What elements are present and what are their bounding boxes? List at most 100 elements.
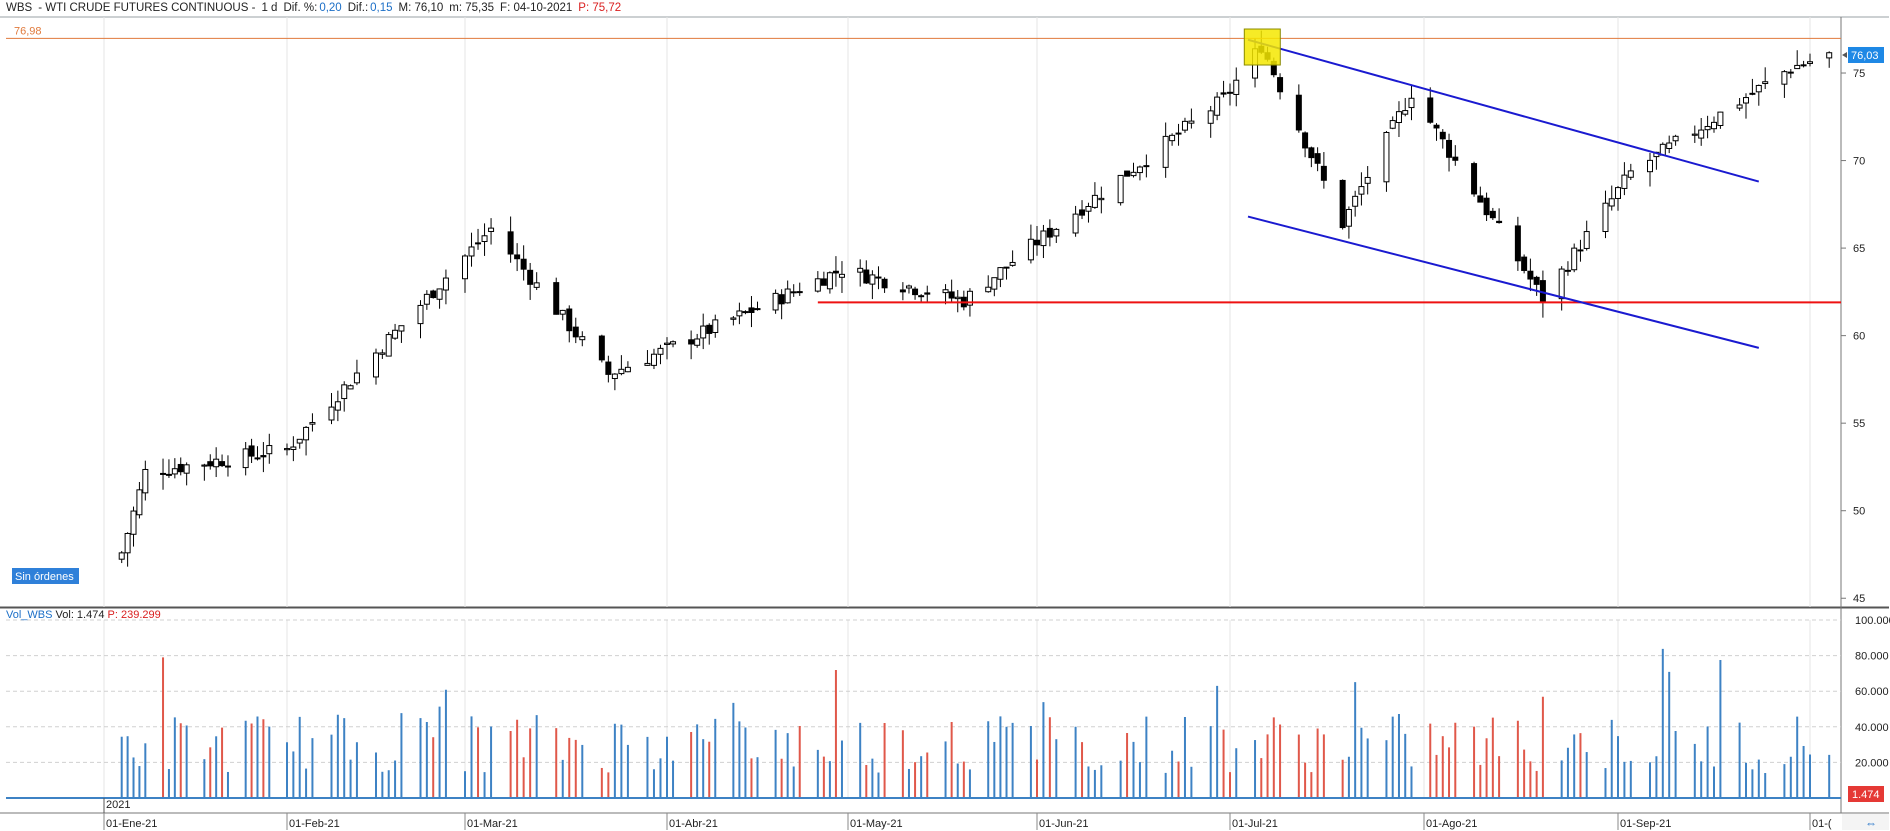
candle[interactable] bbox=[670, 340, 677, 348]
candle[interactable] bbox=[1358, 172, 1365, 206]
candle[interactable] bbox=[1787, 69, 1794, 79]
candle[interactable] bbox=[296, 438, 303, 449]
candle[interactable] bbox=[832, 256, 839, 287]
candle[interactable] bbox=[1477, 186, 1484, 203]
candle[interactable] bbox=[1527, 258, 1534, 292]
candle[interactable] bbox=[1736, 98, 1743, 111]
candle[interactable] bbox=[520, 245, 527, 281]
candle[interactable] bbox=[1489, 207, 1496, 220]
candle[interactable] bbox=[130, 506, 137, 547]
candle[interactable] bbox=[309, 413, 316, 432]
candle[interactable] bbox=[1053, 227, 1060, 243]
candle[interactable] bbox=[814, 271, 821, 293]
candle[interactable] bbox=[1181, 117, 1188, 133]
candle[interactable] bbox=[618, 355, 625, 376]
candle[interactable] bbox=[1207, 105, 1214, 138]
candle[interactable] bbox=[611, 373, 618, 391]
candle[interactable] bbox=[142, 460, 149, 501]
candle[interactable] bbox=[644, 350, 651, 366]
candle[interactable] bbox=[881, 277, 888, 293]
candle[interactable] bbox=[1621, 162, 1628, 196]
candle[interactable] bbox=[1345, 206, 1352, 239]
candle[interactable] bbox=[1807, 53, 1813, 67]
candle[interactable] bbox=[373, 348, 379, 385]
candle[interactable] bbox=[533, 272, 540, 291]
candle[interactable] bbox=[748, 296, 755, 328]
candle[interactable] bbox=[1143, 154, 1150, 178]
candle[interactable] bbox=[1091, 182, 1098, 209]
candle[interactable] bbox=[303, 425, 310, 456]
candle[interactable] bbox=[1027, 224, 1034, 264]
candle[interactable] bbox=[1130, 162, 1137, 178]
candle[interactable] bbox=[1003, 266, 1010, 280]
candle[interactable] bbox=[778, 289, 785, 320]
candle[interactable] bbox=[688, 330, 695, 360]
candle[interactable] bbox=[1072, 205, 1079, 237]
candle[interactable] bbox=[657, 344, 664, 365]
candle[interactable] bbox=[997, 267, 1004, 288]
candle[interactable] bbox=[1308, 146, 1315, 168]
candle[interactable] bbox=[1233, 67, 1240, 107]
candle[interactable] bbox=[579, 331, 586, 347]
candle[interactable] bbox=[1295, 84, 1302, 133]
candle[interactable] bbox=[1383, 130, 1390, 192]
candle[interactable] bbox=[183, 462, 190, 486]
candle[interactable] bbox=[423, 290, 430, 310]
candle[interactable] bbox=[1085, 202, 1092, 223]
candle[interactable] bbox=[1227, 83, 1233, 106]
candle[interactable] bbox=[442, 269, 449, 305]
candle[interactable] bbox=[328, 392, 335, 425]
candle[interactable] bbox=[1564, 261, 1571, 276]
candle[interactable] bbox=[1220, 80, 1227, 98]
candle[interactable] bbox=[1749, 78, 1756, 96]
channel-upper-line[interactable] bbox=[1247, 38, 1760, 183]
candle[interactable] bbox=[1009, 250, 1016, 267]
candle[interactable] bbox=[1040, 224, 1047, 259]
candle[interactable] bbox=[1781, 70, 1788, 98]
candle[interactable] bbox=[1162, 122, 1169, 178]
candle[interactable] bbox=[991, 277, 998, 297]
candle[interactable] bbox=[838, 261, 845, 293]
candle[interactable] bbox=[1446, 133, 1453, 172]
candle[interactable] bbox=[605, 355, 612, 383]
candle[interactable] bbox=[177, 457, 184, 476]
candle[interactable] bbox=[341, 381, 348, 412]
candle[interactable] bbox=[165, 459, 172, 478]
candle[interactable] bbox=[1483, 192, 1490, 221]
candle[interactable] bbox=[160, 458, 167, 490]
candle[interactable] bbox=[650, 348, 657, 370]
candle[interactable] bbox=[826, 271, 833, 294]
candle[interactable] bbox=[224, 455, 231, 477]
candle[interactable] bbox=[1496, 208, 1503, 224]
candle[interactable] bbox=[1320, 152, 1327, 189]
candle[interactable] bbox=[1647, 152, 1653, 187]
candle[interactable] bbox=[1169, 133, 1176, 146]
candle[interactable] bbox=[254, 446, 261, 461]
candle[interactable] bbox=[266, 433, 273, 464]
candle[interactable] bbox=[784, 280, 791, 304]
candle[interactable] bbox=[559, 309, 566, 321]
candle[interactable] bbox=[875, 266, 882, 290]
candle[interactable] bbox=[918, 294, 925, 303]
candle[interactable] bbox=[1743, 93, 1749, 119]
candle[interactable] bbox=[712, 314, 719, 338]
candle[interactable] bbox=[598, 334, 605, 363]
candle[interactable] bbox=[1826, 51, 1833, 68]
candle[interactable] bbox=[1034, 225, 1040, 256]
candle[interactable] bbox=[790, 284, 797, 297]
candle[interactable] bbox=[488, 218, 495, 245]
candle[interactable] bbox=[347, 384, 354, 390]
candle[interactable] bbox=[1124, 170, 1131, 177]
candle[interactable] bbox=[1800, 60, 1807, 68]
candle[interactable] bbox=[706, 323, 713, 345]
candle[interactable] bbox=[1577, 239, 1584, 262]
candle[interactable] bbox=[572, 317, 579, 344]
candle[interactable] bbox=[772, 289, 779, 314]
candle[interactable] bbox=[1314, 147, 1321, 172]
candle[interactable] bbox=[796, 282, 803, 296]
candle[interactable] bbox=[730, 316, 737, 326]
candle[interactable] bbox=[1602, 190, 1609, 239]
candle[interactable] bbox=[1691, 125, 1698, 143]
candle[interactable] bbox=[948, 279, 955, 303]
candle[interactable] bbox=[1408, 85, 1415, 121]
